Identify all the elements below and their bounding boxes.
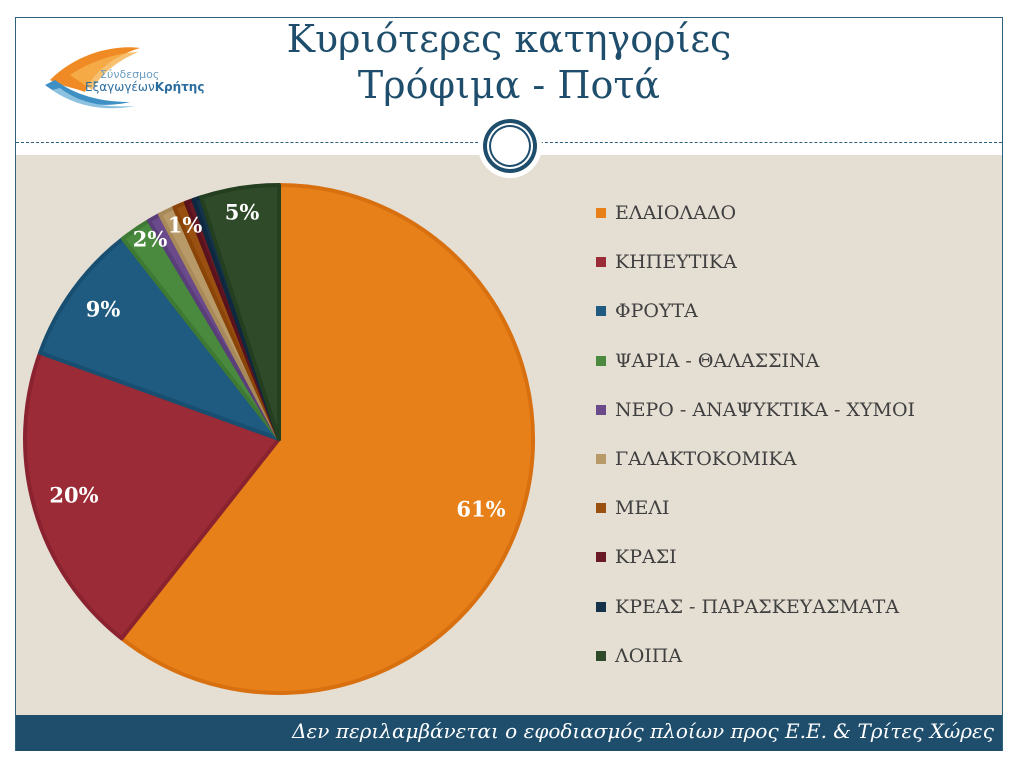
pie-slice-3 [38,236,281,441]
legend-swatch [596,601,606,612]
pie-data-label-2: 20% [49,483,98,508]
legend-label: ΕΛΑΙΟΛΑΔΟ [615,202,737,224]
pie-data-label-1: 61% [456,497,505,522]
legend-swatch [596,208,606,218]
legend-label: ΨΑΡΙΑ - ΘΑΛΑΣΣΙΝΑ [615,349,820,372]
legend-label: ΜΕΛΙ [615,497,670,520]
legend-swatch [596,503,606,514]
legend-label: ΚΡΕΑΣ - ΠΑΡΑΣΚΕΥΑΣΜΑΤΑ [615,595,900,618]
medallion-ornament [478,114,542,178]
logo-icon [45,47,140,109]
legend-swatch [596,404,606,415]
pie-data-label-3: 9% [86,297,121,322]
legend-swatch [596,454,606,464]
logo-text-line1: Σύνδεσμος [100,68,160,81]
title-line-2: Τρόφιμα - Ποτά [357,63,661,107]
legend-swatch [596,355,606,366]
title-line-1: Κυριότερες κατηγορίες [286,17,732,61]
legend-label: ΛΟΙΠΑ [615,644,683,667]
logo-text-line2: ΕξαγωγέωνΚρήτης [85,80,205,94]
page-title: Κυριότερες κατηγορίες Τρόφιμα - Ποτά [0,16,1018,108]
legend-label: ΓΑΛΑΚΤΟΚΟΜΙΚΑ [615,448,797,470]
legend-label: ΚΡΑΣΙ [615,546,677,569]
footer-bar: Δεν περιλαμβάνεται ο εφοδιασμός πλοίων π… [16,715,1002,751]
legend-swatch [596,257,606,268]
pie-slice-2 [23,350,281,641]
legend-swatch [596,552,606,563]
legend-label: ΚΗΠΕΥΤΙΚΑ [615,251,737,274]
pie-slice-1 [119,183,535,695]
pie-data-label-4: 2% [133,227,168,252]
legend-label: ΦΡΟΥΤΑ [615,300,698,323]
legend-swatch [596,306,606,317]
pie-slice-10 [198,183,281,441]
pie-data-label-6: 1% [168,213,203,238]
footer-note: Δεν περιλαμβάνεται ο εφοδιασμός πλοίων π… [292,719,994,743]
legend-label: ΝΕΡΟ - ΑΝΑΨΥΚΤΙΚΑ - ΧΥΜΟΙ [615,398,916,421]
pie-data-label-10: 5% [225,200,260,225]
legend-swatch [596,650,606,661]
